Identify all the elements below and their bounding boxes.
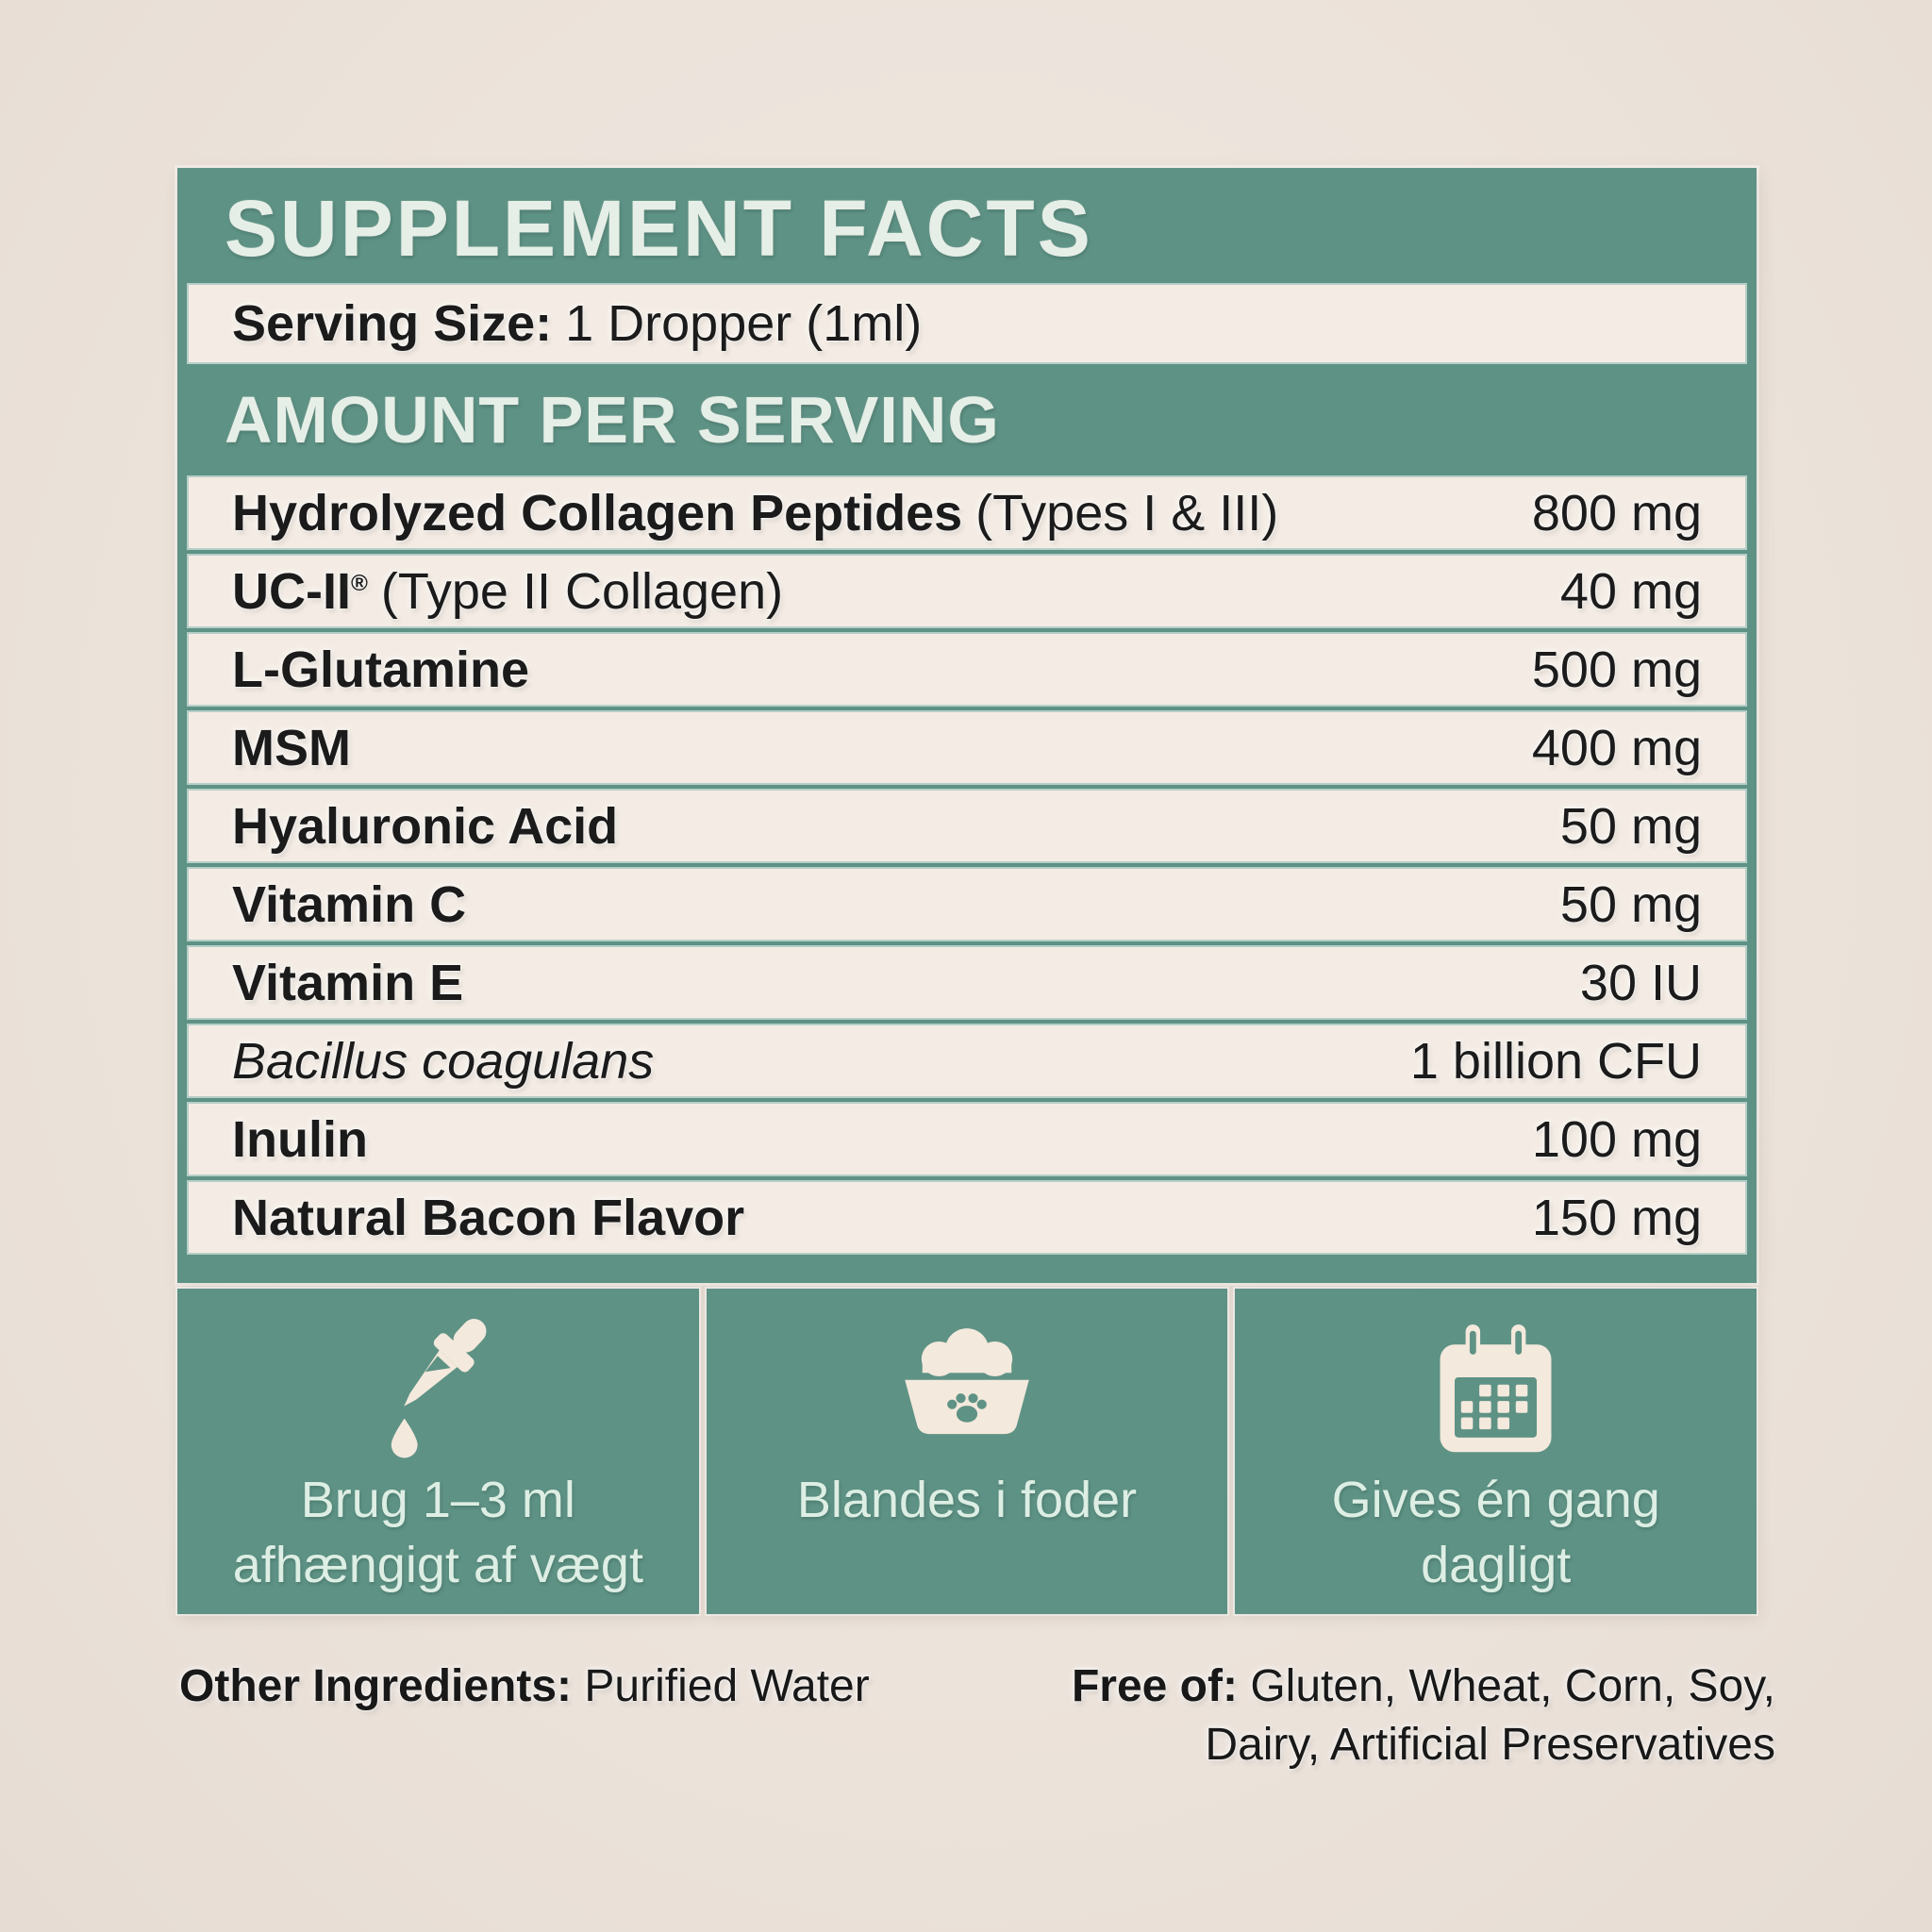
table-row: Natural Bacon Flavor 150 mg [189, 1182, 1745, 1253]
table-row: Vitamin E 30 IU [189, 947, 1745, 1018]
table-row: UC-II® (Type II Collagen) 40 mg [189, 556, 1745, 626]
label-sheet: SUPPLEMENT FACTS Serving Size: 1 Dropper … [177, 168, 1775, 1770]
free-of-value1: Gluten, Wheat, Corn, Soy, [1250, 1661, 1775, 1711]
usage-box-feeding: Blandes i foder [706, 1289, 1228, 1614]
serving-size-text: Serving Size: 1 Dropper (1ml) [232, 294, 922, 353]
other-ingredients-text: Other Ingredients: Purified Water [179, 1657, 870, 1716]
other-ingredients-label: Other Ingredients: [179, 1661, 573, 1711]
ingredient-amount: 400 mg [1531, 719, 1702, 776]
table-row: Vitamin C 50 mg [189, 869, 1745, 940]
usage-box-dropper: Brug 1–3 ml afhængigt af vægt [177, 1289, 699, 1614]
pet-bowl-icon [884, 1315, 1050, 1466]
ingredient-name: Vitamin C [232, 875, 467, 933]
serving-size-label: Serving Size: [232, 295, 553, 352]
ingredient-name: Hydrolyzed Collagen Peptides (Types I & I… [232, 484, 1279, 541]
table-row: Hyaluronic Acid 50 mg [189, 791, 1745, 861]
ingredient-name: Hyaluronic Acid [232, 797, 619, 855]
usage-boxes: Brug 1–3 ml afhængigt af vægt [177, 1289, 1757, 1614]
free-of-text: Free of: Gluten, Wheat, Corn, Soy, Dairy… [1072, 1657, 1775, 1775]
ingredient-amount: 500 mg [1531, 641, 1702, 698]
ingredient-amount: 50 mg [1559, 875, 1702, 933]
table-row: Bacillus coagulans 1 billion CFU [189, 1025, 1745, 1096]
ingredient-name: Bacillus coagulans [232, 1032, 655, 1090]
free-of-label: Free of: [1071, 1661, 1238, 1711]
ingredient-name: Vitamin E [232, 954, 464, 1011]
ingredient-name: Inulin [232, 1110, 368, 1168]
free-of-line2: Dairy, Artificial Preservatives [1205, 1720, 1775, 1771]
ingredient-amount: 100 mg [1531, 1110, 1702, 1168]
dropper-icon [363, 1315, 512, 1466]
ingredient-amount: 800 mg [1531, 484, 1702, 541]
usage-box-frequency: Gives én gang dagligt [1235, 1289, 1757, 1614]
amount-per-serving-header: AMOUNT PER SERVING [225, 383, 1000, 457]
other-ingredients-value: Purified Water [584, 1661, 870, 1711]
calendar-icon [1427, 1315, 1564, 1466]
ingredient-rows: Hydrolyzed Collagen Peptides (Types I & I… [189, 477, 1745, 1253]
ingredient-amount: 150 mg [1531, 1189, 1702, 1246]
ingredient-name: UC-II® (Type II Collagen) [232, 562, 784, 620]
ingredient-name: Natural Bacon Flavor [232, 1189, 745, 1246]
ingredient-name: L-Glutamine [232, 641, 530, 698]
ingredient-amount: 50 mg [1559, 797, 1702, 855]
table-row: MSM 400 mg [189, 712, 1745, 783]
ingredient-amount: 1 billion CFU [1409, 1032, 1702, 1090]
usage-caption-frequency: Gives én gang dagligt [1331, 1472, 1660, 1594]
ingredient-amount: 30 IU [1579, 954, 1702, 1011]
supplement-facts-panel: SUPPLEMENT FACTS Serving Size: 1 Dropper … [177, 168, 1757, 1283]
ingredient-name: MSM [232, 719, 351, 776]
table-row: L-Glutamine 500 mg [189, 634, 1745, 705]
table-row: Inulin 100 mg [189, 1104, 1745, 1174]
usage-caption-dropper: Brug 1–3 ml afhængigt af vægt [232, 1472, 643, 1594]
usage-caption-feeding: Blandes i foder [796, 1472, 1138, 1528]
free-of-line1: Free of: Gluten, Wheat, Corn, Soy, [1072, 1657, 1775, 1716]
serving-size-row: Serving Size: 1 Dropper (1ml) [189, 285, 1745, 362]
table-row: Hydrolyzed Collagen Peptides (Types I & I… [189, 477, 1745, 548]
serving-size-value: 1 Dropper (1ml) [565, 295, 923, 352]
supplement-facts-title: SUPPLEMENT FACTS [225, 183, 1093, 273]
ingredient-amount: 40 mg [1559, 562, 1702, 620]
